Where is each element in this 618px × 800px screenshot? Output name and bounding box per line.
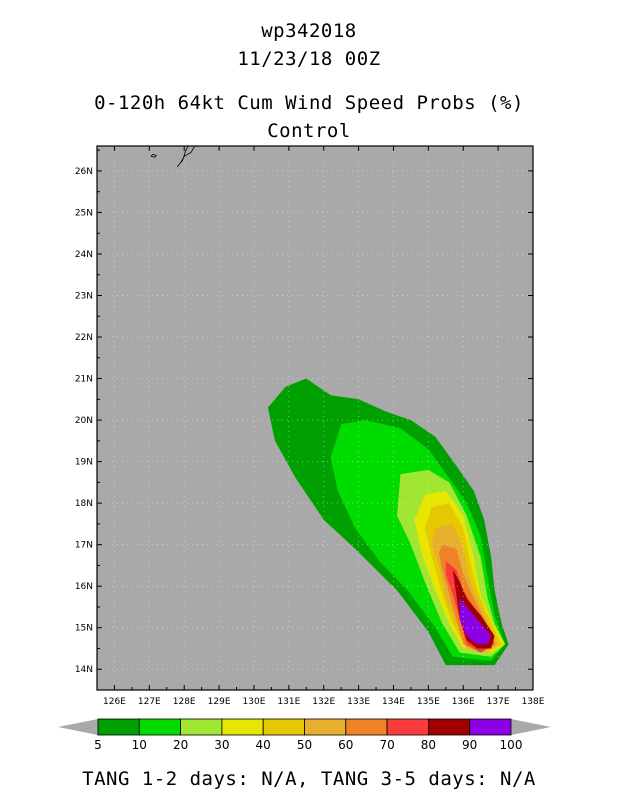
- y-tick-label: 24N: [75, 250, 93, 260]
- y-tick-label: 25N: [75, 208, 93, 218]
- colorbar-label: 30: [214, 738, 229, 752]
- colorbar-label: 90: [462, 738, 477, 752]
- colorbar-swatch: [138, 718, 182, 736]
- x-tick-label: 132E: [312, 697, 335, 707]
- colorbar-label: 40: [256, 738, 271, 752]
- y-tick-label: 19N: [75, 458, 93, 468]
- colorbar-over-arrow: [511, 719, 551, 735]
- y-tick-label: 23N: [75, 291, 93, 301]
- colorbar-swatch: [304, 718, 347, 736]
- datetime-title: 11/23/18 00Z: [237, 48, 381, 70]
- colorbar-swatch: [97, 718, 140, 736]
- x-tick-label: 135E: [417, 697, 440, 707]
- product-title: 0-120h 64kt Cum Wind Speed Probs (%): [94, 92, 524, 114]
- y-tick-label: 26N: [75, 167, 93, 177]
- colorbar-swatch: [386, 718, 429, 736]
- colorbar-label: 20: [173, 738, 188, 752]
- x-tick-label: 137E: [487, 697, 510, 707]
- x-tick-label: 136E: [452, 697, 475, 707]
- storm-id-title: wp342018: [261, 20, 357, 42]
- x-tick-label: 131E: [277, 697, 300, 707]
- tang-footer: TANG 1-2 days: N/A, TANG 3-5 days: N/A: [82, 768, 536, 790]
- x-tick-label: 126E: [103, 697, 126, 707]
- colorbar-label: 10: [132, 738, 147, 752]
- y-tick-label: 17N: [75, 541, 93, 551]
- x-tick-label: 134E: [382, 697, 405, 707]
- prob-contour-90: [459, 598, 492, 645]
- x-tick-label: 133E: [347, 697, 370, 707]
- colorbar-label: 60: [338, 738, 353, 752]
- y-tick-label: 14N: [75, 665, 93, 675]
- colorbar-swatch: [221, 718, 264, 736]
- x-tick-label: 128E: [173, 697, 196, 707]
- colorbar-swatch: [427, 718, 471, 736]
- x-tick-label: 127E: [138, 697, 161, 707]
- x-tick-label: 130E: [243, 697, 266, 707]
- colorbar-label: 100: [500, 738, 523, 752]
- colorbar-label: 70: [379, 738, 394, 752]
- y-tick-label: 21N: [75, 375, 93, 385]
- colorbar-swatch: [345, 718, 388, 736]
- y-tick-label: 20N: [75, 416, 93, 426]
- land-outline: [150, 153, 158, 158]
- colorbar-under-arrow: [58, 719, 98, 735]
- land-outline: [176, 146, 196, 168]
- colorbar-label: 5: [94, 738, 102, 752]
- member-subtitle: Control: [267, 120, 351, 142]
- x-tick-label: 129E: [208, 697, 231, 707]
- colorbar-label: 50: [297, 738, 312, 752]
- colorbar-swatch: [180, 718, 223, 736]
- y-tick-label: 18N: [75, 499, 93, 509]
- y-tick-label: 16N: [75, 582, 93, 592]
- plot-frame: [96, 145, 534, 691]
- colorbar-swatch: [469, 718, 512, 736]
- colorbar-label: 80: [421, 738, 436, 752]
- y-tick-label: 15N: [75, 624, 93, 634]
- colorbar-swatch: [262, 718, 305, 736]
- y-tick-label: 22N: [75, 333, 93, 343]
- x-tick-label: 138E: [522, 697, 545, 707]
